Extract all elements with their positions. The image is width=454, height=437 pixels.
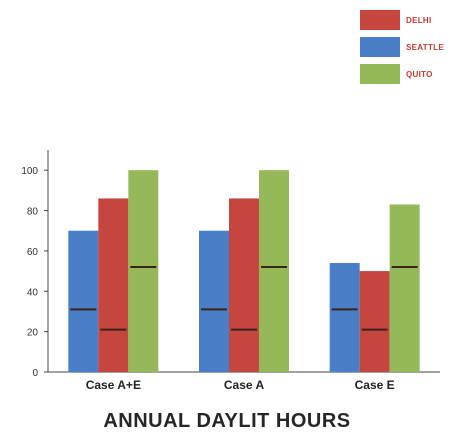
y-tick-label: 80 xyxy=(27,207,39,218)
bar-quito xyxy=(259,170,289,372)
x-tick-label: Case A+E xyxy=(86,378,141,392)
legend-swatch xyxy=(360,64,400,84)
bar-quito xyxy=(128,170,159,372)
legend-item-delhi: DELHI xyxy=(360,10,450,30)
chart-title: ANNUAL DAYLIT HOURS xyxy=(103,410,351,432)
bar-delhi xyxy=(359,271,390,372)
legend-label: DELHI xyxy=(406,15,432,25)
bar-delhi xyxy=(229,198,259,372)
legend: DELHI SEATTLE QUITO xyxy=(360,10,450,91)
bar-seattle xyxy=(68,230,99,372)
y-tick-label: 100 xyxy=(21,166,38,177)
y-tick-label: 0 xyxy=(32,368,38,379)
legend-label: QUITO xyxy=(406,69,433,79)
y-tick-label: 60 xyxy=(27,247,39,258)
x-tick-label: Case A xyxy=(224,378,265,392)
legend-item-seattle: SEATTLE xyxy=(360,37,450,57)
bar-quito xyxy=(389,204,420,372)
y-tick-label: 40 xyxy=(27,287,39,298)
bar-delhi xyxy=(98,198,129,372)
legend-label: SEATTLE xyxy=(406,42,444,52)
bar-seattle xyxy=(199,230,229,372)
legend-swatch xyxy=(360,10,400,30)
legend-item-quito: QUITO xyxy=(360,64,450,84)
legend-swatch xyxy=(360,37,400,57)
bar-seattle xyxy=(329,263,360,372)
x-tick-label: Case E xyxy=(355,378,395,392)
y-tick-label: 20 xyxy=(27,328,39,339)
